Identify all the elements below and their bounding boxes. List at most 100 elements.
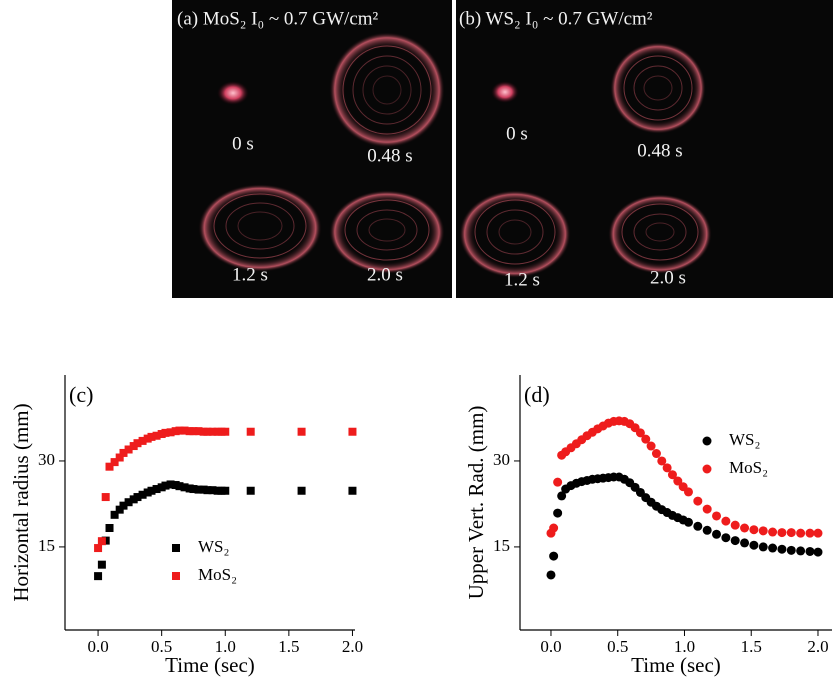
data-point bbox=[777, 544, 787, 554]
data-point bbox=[94, 572, 103, 581]
data-point bbox=[651, 449, 661, 459]
x-tick-label: 0.0 bbox=[87, 637, 108, 656]
data-point bbox=[805, 528, 815, 538]
time-label: 2.0 s bbox=[650, 267, 686, 288]
data-point bbox=[119, 448, 128, 457]
data-point bbox=[348, 427, 357, 436]
data-point bbox=[119, 501, 128, 510]
data-point bbox=[673, 476, 683, 486]
data-point bbox=[180, 483, 189, 492]
data-point bbox=[646, 441, 656, 451]
data-point bbox=[138, 490, 147, 499]
data-point bbox=[662, 463, 672, 473]
data-point bbox=[813, 547, 823, 557]
data-point bbox=[740, 523, 750, 533]
legend-marker bbox=[172, 572, 180, 580]
data-point bbox=[166, 480, 175, 489]
time-label: 1.2 s bbox=[232, 264, 268, 285]
data-point bbox=[693, 521, 703, 531]
panel-title: (b) WS₂ I₀ ~ 0.7 GW/cm² bbox=[459, 8, 653, 29]
data-point bbox=[641, 434, 651, 444]
pattern bbox=[329, 190, 445, 274]
data-point bbox=[749, 525, 759, 535]
x-tick-label: 2.0 bbox=[342, 637, 363, 656]
data-point bbox=[768, 527, 778, 537]
data-point bbox=[557, 491, 567, 501]
y-tick-label: 15 bbox=[38, 536, 55, 555]
data-point bbox=[97, 560, 106, 569]
panel-title: (a) MoS₂ I₀ ~ 0.7 GW/cm² bbox=[177, 8, 379, 29]
legend-label: WS₂ bbox=[198, 537, 229, 556]
pattern bbox=[459, 190, 571, 278]
data-point bbox=[796, 528, 806, 538]
data-point bbox=[203, 427, 212, 436]
data-point bbox=[161, 428, 170, 437]
x-axis-label: Time (sec) bbox=[165, 653, 255, 677]
panel-label: (d) bbox=[524, 382, 550, 407]
data-point bbox=[138, 436, 147, 445]
data-point bbox=[777, 528, 787, 538]
x-tick-label: 2.0 bbox=[807, 637, 828, 656]
data-point bbox=[712, 511, 722, 521]
data-point bbox=[730, 520, 740, 530]
data-point bbox=[208, 486, 217, 495]
data-point bbox=[768, 543, 778, 553]
x-axis-label: Time (sec) bbox=[631, 653, 721, 677]
data-point bbox=[721, 516, 731, 526]
data-point bbox=[667, 470, 677, 480]
data-point bbox=[203, 486, 212, 495]
data-point bbox=[105, 462, 114, 471]
data-point bbox=[546, 570, 556, 580]
data-point bbox=[124, 445, 133, 454]
data-point bbox=[152, 431, 161, 440]
x-tick-label: 1.5 bbox=[741, 637, 762, 656]
data-point bbox=[189, 485, 198, 494]
image-panel-a: (a) MoS₂ I₀ ~ 0.7 GW/cm² 0 s 0.48 s 1.2 … bbox=[172, 0, 452, 298]
data-point bbox=[133, 439, 142, 448]
x-tick-label: 0.5 bbox=[607, 637, 628, 656]
data-point bbox=[702, 525, 712, 535]
y-tick-label: 15 bbox=[493, 536, 510, 555]
data-point bbox=[175, 482, 184, 491]
data-point bbox=[208, 427, 217, 436]
data-point bbox=[693, 496, 703, 506]
x-tick-label: 0.5 bbox=[151, 637, 172, 656]
pattern bbox=[608, 194, 712, 274]
time-label: 1.2 s bbox=[504, 269, 540, 290]
data-point bbox=[194, 427, 203, 436]
time-label: 0.48 s bbox=[637, 140, 682, 161]
data-point bbox=[712, 529, 722, 539]
data-point bbox=[101, 493, 110, 502]
data-point bbox=[175, 426, 184, 435]
data-point bbox=[683, 517, 693, 527]
data-point bbox=[758, 526, 768, 536]
data-point bbox=[94, 544, 103, 553]
data-point bbox=[813, 528, 823, 538]
data-point bbox=[246, 486, 255, 495]
x-tick-label: 1.5 bbox=[278, 637, 299, 656]
legend-label: WS₂ bbox=[729, 430, 760, 449]
pattern bbox=[198, 184, 322, 272]
time-label: 0 s bbox=[506, 123, 528, 144]
x-tick-label: 0.0 bbox=[540, 637, 561, 656]
image-panel-b: (b) WS₂ I₀ ~ 0.7 GW/cm² 0 s 0.48 s 1.2 s… bbox=[456, 0, 833, 298]
pattern bbox=[329, 32, 445, 148]
data-point bbox=[189, 427, 198, 436]
y-axis-label: Horizontal radius (mm) bbox=[9, 403, 33, 601]
time-label: 0.48 s bbox=[367, 145, 412, 166]
data-point bbox=[246, 427, 255, 436]
data-point bbox=[161, 481, 170, 490]
data-point bbox=[553, 508, 563, 518]
x-tick-label: 1.0 bbox=[215, 637, 236, 656]
data-point bbox=[110, 458, 119, 467]
data-point bbox=[549, 551, 559, 561]
data-point bbox=[115, 505, 124, 514]
data-point bbox=[749, 540, 759, 550]
data-point bbox=[758, 542, 768, 552]
data-point bbox=[635, 428, 645, 438]
time-label: 0 s bbox=[232, 133, 254, 154]
legend-label: MoS₂ bbox=[729, 458, 768, 477]
data-point bbox=[805, 546, 815, 556]
data-point bbox=[786, 528, 796, 538]
